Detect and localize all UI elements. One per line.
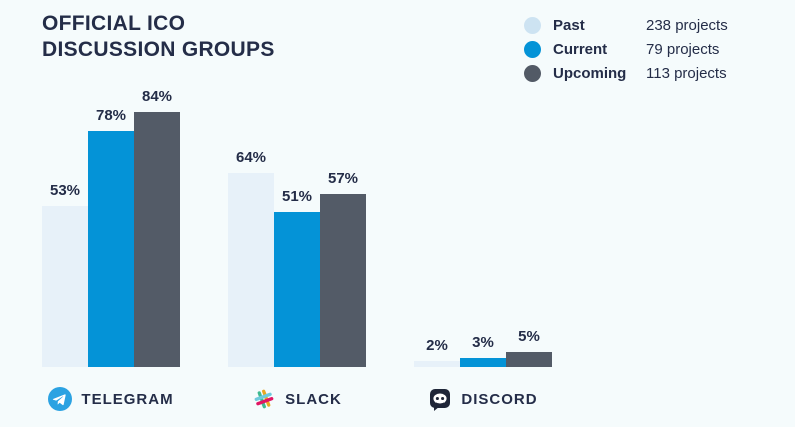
bar-cell: 53% (42, 182, 88, 367)
legend-value: 113 projects (646, 64, 727, 82)
category-discord: DISCORD (414, 384, 552, 414)
bar-group-discord: 2% 3% 5% (414, 328, 552, 367)
legend-value: 79 projects (646, 40, 720, 58)
title-line-2: DISCUSSION GROUPS (42, 38, 275, 61)
discord-icon (428, 387, 452, 411)
bar-telegram-past (42, 206, 88, 367)
bar-value-label: 2% (426, 337, 448, 354)
legend-row-upcoming: Upcoming 113 projects (524, 61, 728, 85)
category-telegram: TELEGRAM (42, 384, 180, 414)
bar-value-label: 78% (95, 107, 127, 124)
bar-value-label: 57% (327, 170, 359, 187)
bar-value-label: 84% (141, 88, 173, 105)
bar-group-telegram: 53% 78% 84% (42, 88, 180, 367)
legend-row-current: Current 79 projects (524, 37, 728, 61)
bar-chart: 53% 78% 84% 64% 51% 57% 2% 3% 5% (42, 86, 572, 367)
bar-cell: 3% (460, 334, 506, 367)
category-label: DISCORD (461, 390, 538, 408)
bar-slack-past (228, 173, 274, 367)
category-row: TELEGRAM SLACK DISCORD (42, 384, 572, 414)
chart-legend: Past 238 projects Current 79 projects Up… (524, 13, 728, 85)
bar-value-label: 5% (518, 328, 540, 345)
bar-value-label: 3% (472, 334, 494, 351)
bar-cell: 78% (88, 107, 134, 367)
bar-discord-upcoming (506, 352, 552, 367)
upcoming-color-dot-icon (524, 64, 541, 82)
bar-value-label: 53% (49, 182, 81, 199)
bar-cell: 5% (506, 328, 552, 367)
category-label: TELEGRAM (81, 390, 174, 408)
category-label: SLACK (285, 390, 342, 408)
title-line-1: OFFICIAL ICO (42, 12, 186, 35)
legend-value: 238 projects (646, 16, 728, 34)
bar-discord-current (460, 358, 506, 367)
category-slack: SLACK (228, 384, 366, 414)
bar-cell: 51% (274, 188, 320, 367)
bar-slack-upcoming (320, 194, 366, 367)
bar-discord-past (414, 361, 460, 367)
bar-telegram-upcoming (134, 112, 180, 367)
bar-value-label: 64% (235, 149, 267, 166)
bar-group-slack: 64% 51% 57% (228, 149, 366, 367)
legend-label: Past (553, 16, 585, 34)
past-color-dot-icon (524, 16, 541, 34)
page-title: OFFICIAL ICO DISCUSSION GROUPS (42, 11, 275, 63)
legend-label: Upcoming (553, 64, 627, 82)
legend-row-past: Past 238 projects (524, 13, 728, 37)
current-color-dot-icon (524, 40, 541, 58)
bar-cell: 64% (228, 149, 274, 367)
bar-value-label: 51% (281, 188, 313, 205)
bar-cell: 57% (320, 170, 366, 367)
bar-telegram-current (88, 131, 134, 367)
bar-slack-current (274, 212, 320, 367)
bar-cell: 2% (414, 337, 460, 367)
bar-cell: 84% (134, 88, 180, 367)
legend-label: Current (553, 40, 608, 58)
slack-icon (252, 387, 276, 411)
telegram-icon (48, 387, 73, 411)
